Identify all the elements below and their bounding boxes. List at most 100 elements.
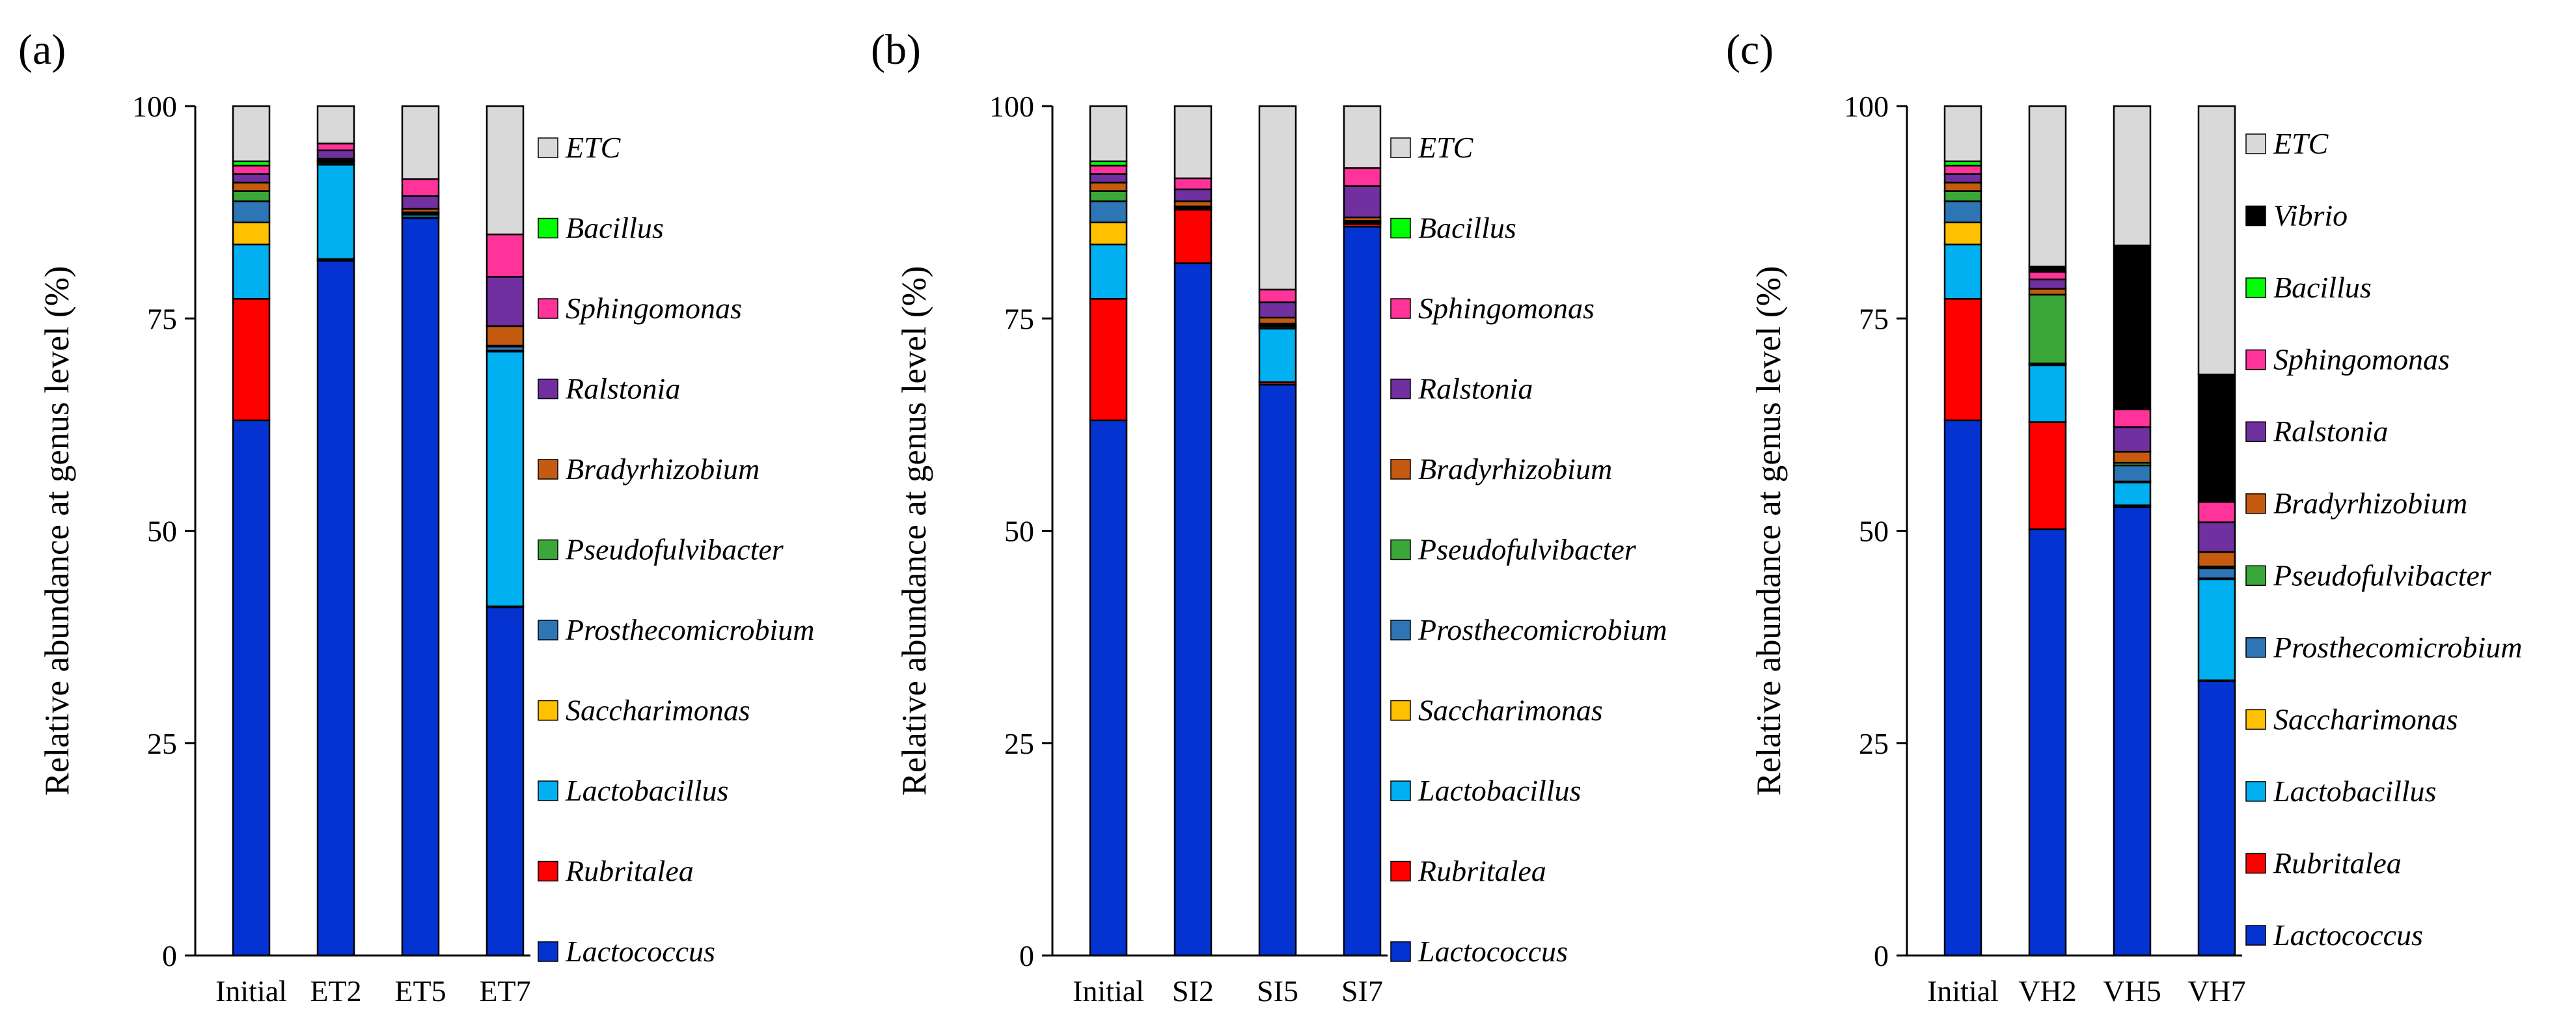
legend-swatch-etc <box>1390 137 1411 158</box>
bar-segment-vh5-vibrio <box>2113 244 2152 411</box>
legend-swatch-pseudofulvibacter <box>538 539 558 560</box>
legend-label-etc: ETC <box>2273 127 2329 160</box>
bar-segment-si2-etc <box>1173 105 1213 180</box>
legend-label-bacillus: Bacillus <box>566 212 664 245</box>
bar-segment-et5-sphingomonas <box>401 178 440 197</box>
bar-segment-vh2-pseudofulvibacter <box>2028 294 2067 364</box>
y-tick-label-50: 50 <box>1004 515 1034 548</box>
bar-segment-vh2-bradyrhizobium <box>2028 288 2067 296</box>
x-tick-label-initial: Initial <box>215 974 287 1008</box>
bar-segment-initial-lactobacillus <box>1089 243 1128 300</box>
x-tick-label-vh7: VH7 <box>2187 974 2245 1008</box>
y-tick-label-0: 0 <box>1019 939 1034 972</box>
y-tick-label-75: 75 <box>1004 302 1034 335</box>
bar-segment-vh5-bradyrhizobium <box>2113 450 2152 464</box>
bar-segment-vh5-lactobacillus <box>2113 481 2152 506</box>
legend-swatch-sphingomonas <box>1390 298 1411 319</box>
bar-segment-et7-bradyrhizobium <box>486 325 525 347</box>
bar-segment-initial-saccharimonas <box>1943 221 1982 245</box>
x-tick-label-si7: SI7 <box>1341 974 1383 1008</box>
legend-swatch-lactococcus <box>1390 941 1411 962</box>
bar-segment-si7-sphingomonas <box>1343 167 1382 187</box>
legend-label-sphingomonas: Sphingomonas <box>1418 292 1595 325</box>
bar-segment-initial-bradyrhizobium <box>1089 182 1128 192</box>
bar-segment-et2-sphingomonas <box>316 143 355 152</box>
bar-segment-et2-etc <box>316 105 355 144</box>
bar-segment-si5-lactococcus <box>1258 383 1297 957</box>
legend-swatch-bacillus <box>1390 217 1411 239</box>
bar-segment-initial-ralstonia <box>232 173 271 184</box>
x-tick-label-et2: ET2 <box>310 974 361 1008</box>
legend-label-lactococcus: Lactococcus <box>2273 918 2423 952</box>
legend-label-prosthecomicrobium: Prosthecomicrobium <box>1418 613 1667 646</box>
bar-segment-initial-ralstonia <box>1089 173 1128 184</box>
bar-segment-et7-sphingomonas <box>486 233 525 278</box>
legend-label-bradyrhizobium: Bradyrhizobium <box>566 452 760 486</box>
legend-swatch-lactococcus <box>538 941 558 962</box>
y-tick-label-50: 50 <box>1859 515 1889 548</box>
bar-segment-vh5-lactococcus <box>2113 506 2152 957</box>
legend-swatch-ralstonia <box>2245 421 2266 442</box>
bar-segment-vh7-lactococcus <box>2197 680 2236 957</box>
legend-label-sphingomonas: Sphingomonas <box>566 292 742 325</box>
bar-segment-vh7-bradyrhizobium <box>2197 551 2236 568</box>
bar-segment-vh7-vibrio <box>2197 374 2236 503</box>
legend-swatch-bacillus <box>2245 277 2266 298</box>
bar-segment-et2-lactobacillus <box>316 163 355 260</box>
chart-panel-a: (a) Relative abundance at genus level (%)… <box>18 26 814 1008</box>
bar-segment-vh7-sphingomonas <box>2197 501 2236 523</box>
legend-label-saccharimonas: Saccharimonas <box>566 694 750 727</box>
bar-segment-si7-lactococcus <box>1343 226 1382 957</box>
legend-label-lactococcus: Lactococcus <box>1418 935 1568 968</box>
bar-segment-initial-prosthecomicrobium <box>232 200 271 224</box>
legend-label-etc: ETC <box>1418 131 1474 164</box>
legend-swatch-ralstonia <box>538 378 558 400</box>
bar-segment-vh2-etc <box>2028 105 2067 268</box>
y-tick-label-25: 25 <box>1004 727 1034 760</box>
x-tick-label-vh2: VH2 <box>2018 974 2076 1008</box>
legend-swatch-bradyrhizobium <box>2245 493 2266 514</box>
bar-segment-initial-lactococcus <box>1089 419 1128 957</box>
bar-segment-initial-bradyrhizobium <box>232 182 271 192</box>
panel-label: (c) <box>1726 26 1774 74</box>
legend-label-etc: ETC <box>565 131 622 164</box>
y-tick-label-100: 100 <box>132 90 177 123</box>
bar-segment-et7-lactobacillus <box>486 350 525 607</box>
panel-label: (b) <box>871 26 921 74</box>
bar-segment-vh5-sphingomonas <box>2113 408 2152 428</box>
bar-segment-initial-bradyrhizobium <box>1943 182 1982 192</box>
bar-segment-initial-saccharimonas <box>1089 221 1128 245</box>
legend-swatch-prosthecomicrobium <box>2245 637 2266 658</box>
y-axis-title: Relative abundance at genus level (%) <box>38 266 76 796</box>
legend-label-rubritalea: Rubritalea <box>2273 846 2402 879</box>
chart-panel-b: (b) Relative abundance at genus level (%)… <box>871 26 1667 1008</box>
bar-segment-si2-sphingomonas <box>1173 177 1213 191</box>
bar-segment-initial-sphingomonas <box>232 165 271 175</box>
bar-segment-si5-bradyrhizobium <box>1258 316 1297 325</box>
bar-segment-et7-ralstonia <box>486 276 525 327</box>
panel-label: (a) <box>18 26 66 74</box>
legend-label-lactobacillus: Lactobacillus <box>2273 775 2436 808</box>
legend-swatch-etc <box>2245 133 2266 154</box>
bar-segment-si2-ralstonia <box>1173 188 1213 202</box>
legend-swatch-prosthecomicrobium <box>1390 620 1411 640</box>
bar-segment-initial-pseudofulvibacter <box>232 190 271 202</box>
legend-label-ralstonia: Ralstonia <box>565 372 680 406</box>
legend-label-bacillus: Bacillus <box>1418 212 1516 245</box>
bar-segment-vh5-ralstonia <box>2113 426 2152 453</box>
bar-segment-vh2-lactobacillus <box>2028 364 2067 423</box>
legend-swatch-etc <box>538 137 558 158</box>
legend-label-lactobacillus: Lactobacillus <box>1418 774 1581 807</box>
x-tick-label-si5: SI5 <box>1257 974 1298 1008</box>
x-tick-label-si2: SI2 <box>1172 974 1214 1008</box>
y-tick-label-100: 100 <box>989 90 1034 123</box>
legend-label-pseudofulvibacter: Pseudofulvibacter <box>565 533 784 566</box>
y-tick-label-50: 50 <box>147 515 177 548</box>
legend-swatch-saccharimonas <box>1390 700 1411 721</box>
x-tick-label-et5: ET5 <box>394 974 446 1008</box>
y-tick-label-25: 25 <box>1859 727 1889 760</box>
legend-swatch-pseudofulvibacter <box>1390 539 1411 560</box>
legend-label-sphingomonas: Sphingomonas <box>2273 343 2450 376</box>
bar-segment-initial-pseudofulvibacter <box>1943 190 1982 202</box>
